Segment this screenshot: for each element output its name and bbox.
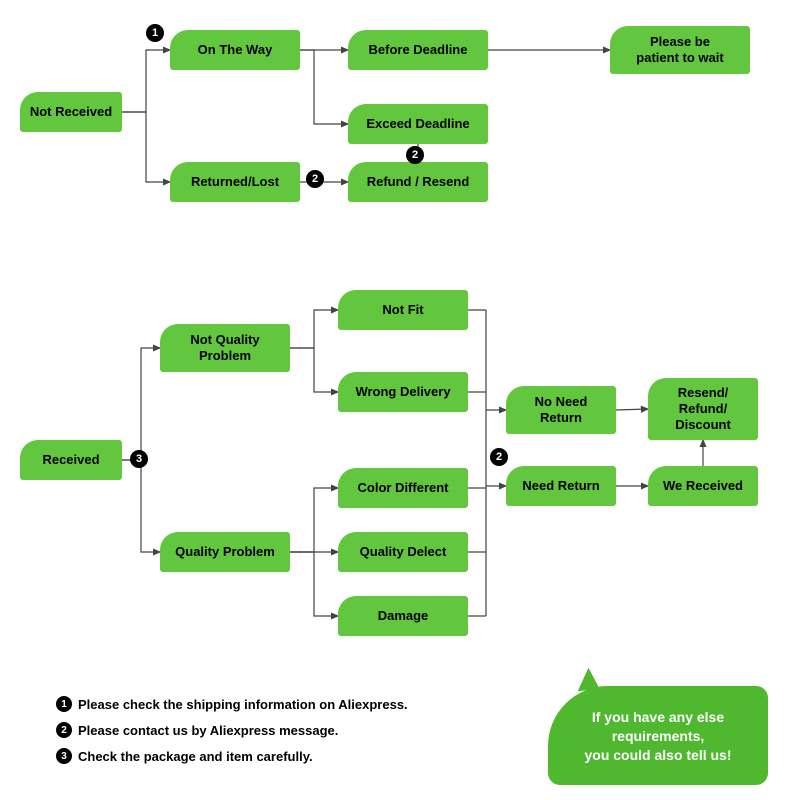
node-quality-problem: Quality Problem xyxy=(160,532,290,572)
node-quality-defect: Quality Delect xyxy=(338,532,468,572)
node-no-need-return: No Need Return xyxy=(506,386,616,434)
node-not-fit: Not Fit xyxy=(338,290,468,330)
footnote-text-2: Please contact us by Aliexpress message. xyxy=(78,723,338,738)
speech-bubble-text: If you have any else requirements, you c… xyxy=(584,709,731,763)
node-damage: Damage xyxy=(338,596,468,636)
node-not-quality: Not Quality Problem xyxy=(160,324,290,372)
node-before-deadline: Before Deadline xyxy=(348,30,488,70)
node-need-return: Need Return xyxy=(506,466,616,506)
node-on-the-way: On The Way xyxy=(170,30,300,70)
footnote-badge-2: 2 xyxy=(56,722,72,738)
node-exceed-deadline: Exceed Deadline xyxy=(348,104,488,144)
node-wrong-delivery: Wrong Delivery xyxy=(338,372,468,412)
node-returned-lost: Returned/Lost xyxy=(170,162,300,202)
badge-b5: 2 xyxy=(490,448,508,466)
footnote-text-1: Please check the shipping information on… xyxy=(78,697,408,712)
badge-b4: 3 xyxy=(130,450,148,468)
node-received: Received xyxy=(20,440,122,480)
node-color-diff: Color Different xyxy=(338,468,468,508)
node-not-received: Not Received xyxy=(20,92,122,132)
node-please-wait: Please be patient to wait xyxy=(610,26,750,74)
badge-b1: 1 xyxy=(146,24,164,42)
footnote-badge-3: 3 xyxy=(56,748,72,764)
footnote-badge-1: 1 xyxy=(56,696,72,712)
badge-b2: 2 xyxy=(306,170,324,188)
node-resend-refund: Resend/ Refund/ Discount xyxy=(648,378,758,440)
footnote-1: 1 Please check the shipping information … xyxy=(56,696,408,712)
node-we-received: We Received xyxy=(648,466,758,506)
speech-bubble: If you have any else requirements, you c… xyxy=(548,686,768,785)
node-refund-resend: Refund / Resend xyxy=(348,162,488,202)
footnote-2: 2 Please contact us by Aliexpress messag… xyxy=(56,722,338,738)
footnote-text-3: Check the package and item carefully. xyxy=(78,749,313,764)
badge-b3: 2 xyxy=(406,146,424,164)
footnote-3: 3 Check the package and item carefully. xyxy=(56,748,313,764)
